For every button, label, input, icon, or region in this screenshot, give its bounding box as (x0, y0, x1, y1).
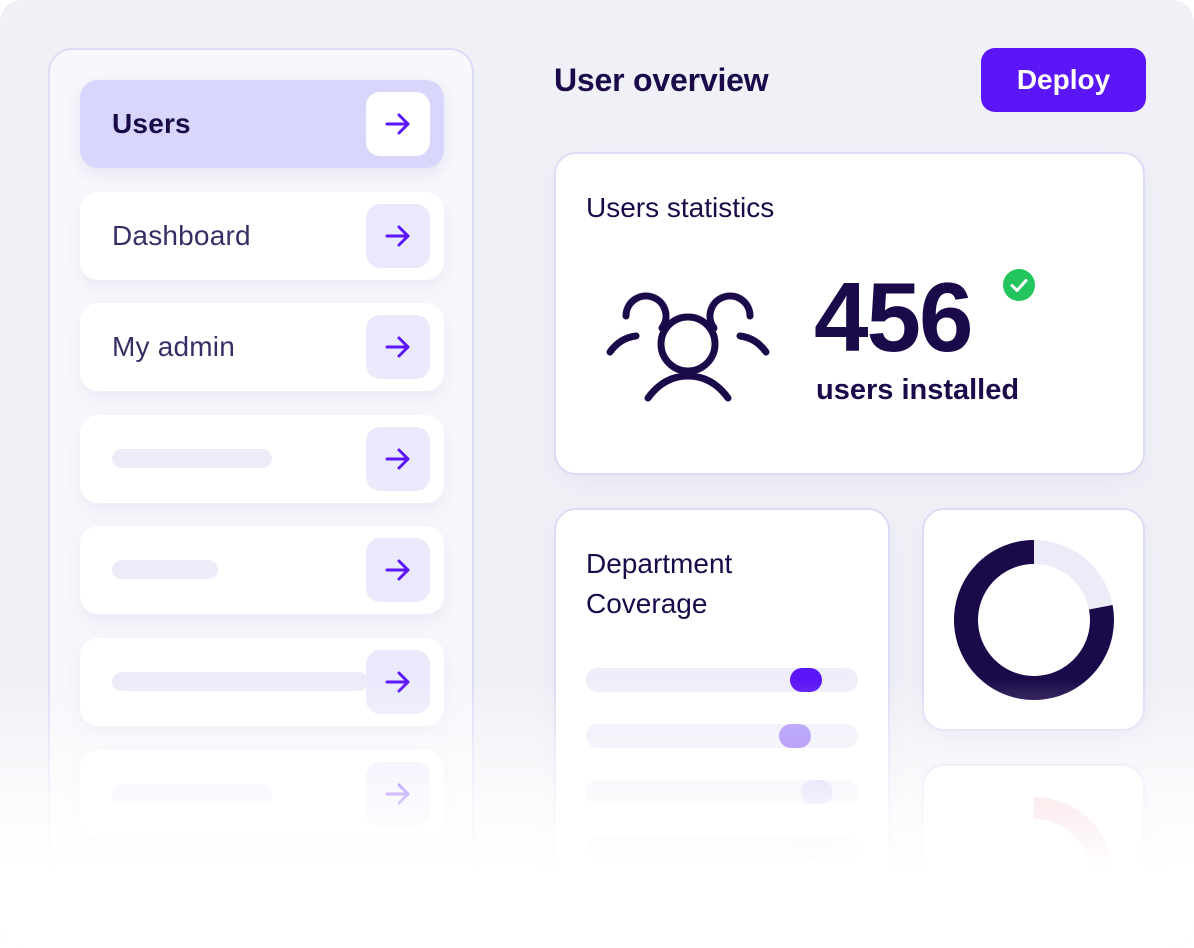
donut-card (922, 508, 1145, 731)
coverage-slider[interactable] (586, 724, 858, 748)
sidebar-item-arrow-button[interactable] (366, 204, 430, 268)
card-title: Department Coverage (586, 548, 733, 619)
placeholder-bar (112, 449, 272, 468)
coverage-slider[interactable] (586, 668, 858, 692)
donut-progress-arc (1033, 797, 1113, 934)
donut-chart (1033, 797, 1113, 934)
users-count-caption: users installed (816, 374, 1020, 406)
sidebar-item-arrow-button[interactable] (366, 92, 430, 156)
sidebar-item-dashboard[interactable]: Dashboard (80, 192, 444, 280)
sidebar-item-arrow-button[interactable] (366, 538, 430, 602)
coverage-slider-thumb[interactable] (796, 836, 828, 860)
deploy-button[interactable]: Deploy (981, 48, 1146, 112)
sidebar-item-arrow-button[interactable] (366, 762, 430, 826)
donut-card (922, 764, 1145, 948)
donut-progress-arc (954, 540, 1114, 700)
sidebar-item-label: Dashboard (112, 220, 251, 251)
placeholder-bar (112, 784, 272, 803)
sidebar-item-placeholder[interactable] (80, 415, 444, 503)
arrow-right-icon (385, 225, 410, 247)
placeholder-bar (112, 672, 368, 691)
arrow-right-icon (385, 448, 410, 470)
arrow-right-icon (385, 671, 410, 693)
donut-chart (954, 540, 1114, 700)
sidebar-item-placeholder[interactable] (80, 638, 444, 726)
check-circle-icon (1003, 269, 1035, 301)
sidebar-item-label: My admin (112, 331, 235, 362)
arrow-right-icon (385, 783, 410, 805)
users-statistics-card: Users statistics 456 users installed (554, 152, 1145, 475)
coverage-slider[interactable] (586, 780, 858, 804)
card-title: Users statistics (586, 192, 775, 223)
arrow-right-icon (385, 336, 410, 358)
users-group-icon (606, 292, 770, 402)
coverage-slider-thumb[interactable] (790, 668, 822, 692)
page-title: User overview (554, 62, 769, 98)
department-coverage-card: Department Coverage (554, 508, 890, 948)
sidebar: Users Dashboard My admin (48, 48, 474, 948)
users-count: 456 (814, 262, 974, 372)
sidebar-item-arrow-button[interactable] (366, 427, 430, 491)
coverage-slider[interactable] (586, 836, 858, 860)
sidebar-item-arrow-button[interactable] (366, 650, 430, 714)
sidebar-item-label: Users (112, 108, 191, 139)
arrow-right-icon (385, 113, 410, 135)
sidebar-item-placeholder[interactable] (80, 750, 444, 838)
coverage-slider-thumb[interactable] (801, 780, 833, 804)
sidebar-item-users[interactable]: Users (80, 80, 444, 168)
coverage-slider-thumb[interactable] (779, 724, 811, 748)
sidebar-item-placeholder[interactable] (80, 526, 444, 614)
sidebar-item-arrow-button[interactable] (366, 315, 430, 379)
sidebar-item-my-admin[interactable]: My admin (80, 303, 444, 391)
placeholder-bar (112, 560, 218, 579)
arrow-right-icon (385, 559, 410, 581)
